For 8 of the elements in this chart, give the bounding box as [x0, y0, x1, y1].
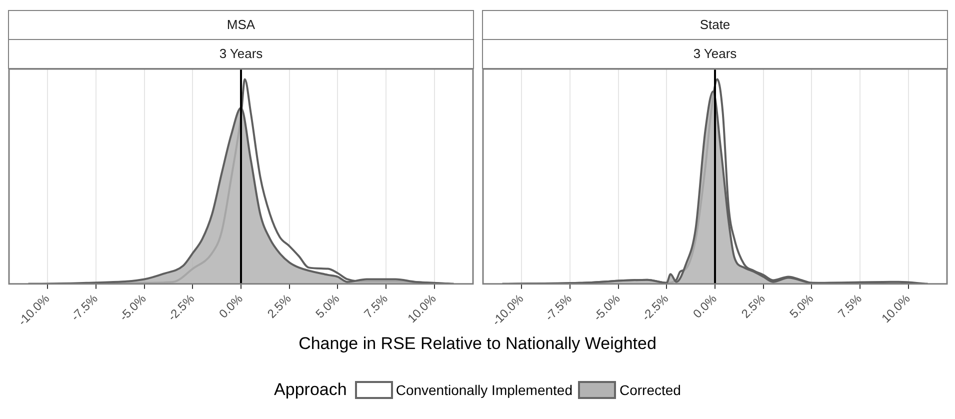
chart-subtitle: 3 Years: [482, 39, 948, 69]
legend-label: Conventionally Implemented: [396, 382, 572, 398]
chart-title: MSA: [8, 10, 474, 40]
x-axis-title: Change in RSE Relative to Nationally Weighted: [298, 334, 658, 354]
chart-subtitle: 3 Years: [8, 39, 474, 69]
legend-label: Corrected: [619, 382, 681, 398]
legend-title: Approach: [274, 380, 347, 400]
chart-title: State: [482, 10, 948, 40]
